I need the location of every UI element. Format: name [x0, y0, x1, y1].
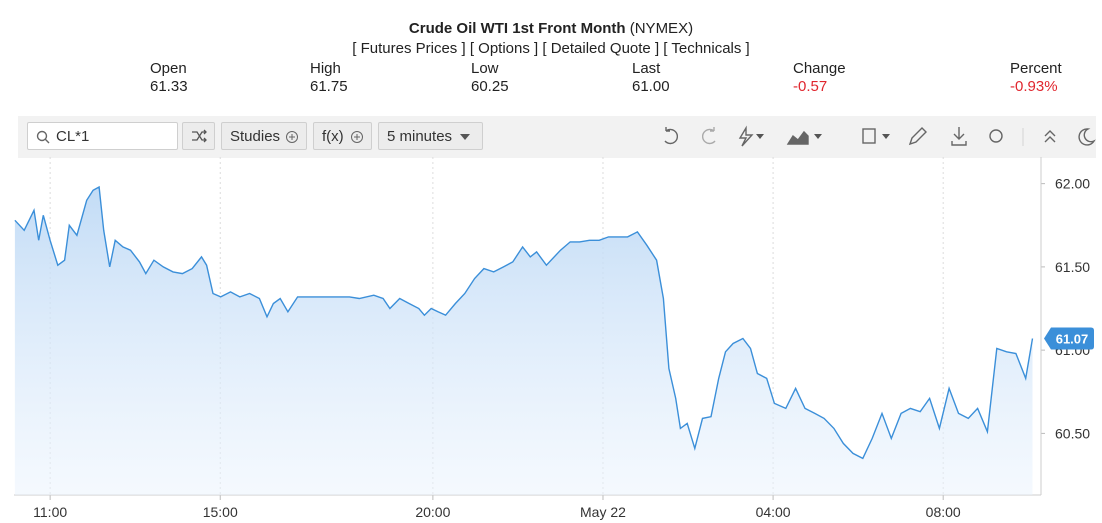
layout-icon[interactable]	[862, 128, 876, 144]
theme-icon[interactable]	[1078, 128, 1096, 146]
symbol-search[interactable]: CL*1	[27, 122, 178, 150]
last-price-tag	[1044, 327, 1094, 350]
plus-icon	[351, 131, 363, 143]
y-tick-label: 60.50	[1055, 425, 1090, 441]
price-line	[14, 185, 1034, 460]
quote-label: Open	[150, 60, 187, 77]
x-tick-label: 11:00	[33, 504, 67, 520]
studies-button[interactable]: Studies	[221, 122, 307, 150]
title-row: Crude Oil WTI 1st Front Month (NYMEX)	[0, 20, 1102, 37]
y-tick-label: 61.50	[1055, 259, 1090, 275]
shuffle-icon	[192, 129, 207, 143]
tool-icons	[664, 125, 1096, 147]
x-tick-label: 15:00	[203, 504, 238, 520]
quote-link[interactable]: [ Detailed Quote ]	[542, 40, 660, 57]
draw-icon[interactable]	[908, 127, 927, 146]
chart-type-icon[interactable]	[786, 130, 809, 145]
toolbar: CL*1 Studies f(x) 5 minutes	[18, 116, 1096, 158]
caret	[460, 134, 470, 140]
plus-icon	[286, 131, 298, 143]
last-price-label: 61.07	[1056, 331, 1089, 346]
title: Crude Oil WTI 1st Front Month	[408, 20, 626, 37]
fx-button[interactable]: f(x)	[313, 122, 372, 150]
quote-label: Last	[632, 60, 661, 77]
quote-value: 60.25	[471, 78, 509, 95]
quote-link[interactable]: [ Technicals ]	[663, 40, 750, 57]
area-fill	[14, 187, 1033, 495]
y-tick-label: 62.00	[1055, 176, 1090, 192]
quote-value: -0.93%	[1010, 78, 1058, 95]
compare-button[interactable]	[182, 122, 215, 150]
quote-value: -0.57	[793, 78, 828, 95]
x-tick-label: 04:00	[756, 504, 791, 520]
collapse-icon[interactable]	[1044, 130, 1056, 143]
quote-value: 61.75	[310, 78, 348, 95]
quote-label: Low	[471, 60, 499, 77]
x-tick-label: 08:00	[926, 504, 961, 520]
download-icon[interactable]	[951, 127, 967, 146]
redo-icon[interactable]	[701, 127, 716, 145]
quote-link[interactable]: [ Options ]	[469, 40, 539, 57]
symbol: CL*1	[56, 128, 90, 145]
undo-icon[interactable]	[664, 127, 679, 145]
quote-value: 61.33	[150, 78, 188, 95]
settings-icon[interactable]	[989, 129, 1003, 143]
exchange: (NYMEX)	[629, 20, 694, 37]
x-tick-label: May 22	[580, 504, 626, 520]
studies-label: Studies	[230, 128, 281, 145]
search-icon	[36, 130, 50, 144]
links-row: [ Futures Prices ] [ Options ] [ Detaile…	[0, 40, 1102, 57]
flash-icon[interactable]	[738, 125, 754, 147]
interval: 5 minutes	[387, 128, 453, 145]
x-tick-label: 20:00	[415, 504, 450, 520]
interval-select[interactable]: 5 minutes	[378, 122, 483, 150]
quote-label: High	[310, 60, 341, 77]
fx-label: f(x)	[322, 128, 344, 145]
quote-value: 61.00	[632, 78, 670, 95]
quote-link[interactable]: [ Futures Prices ]	[352, 40, 466, 57]
quote-label: Percent	[1010, 60, 1062, 77]
quote-label: Change	[793, 60, 846, 77]
